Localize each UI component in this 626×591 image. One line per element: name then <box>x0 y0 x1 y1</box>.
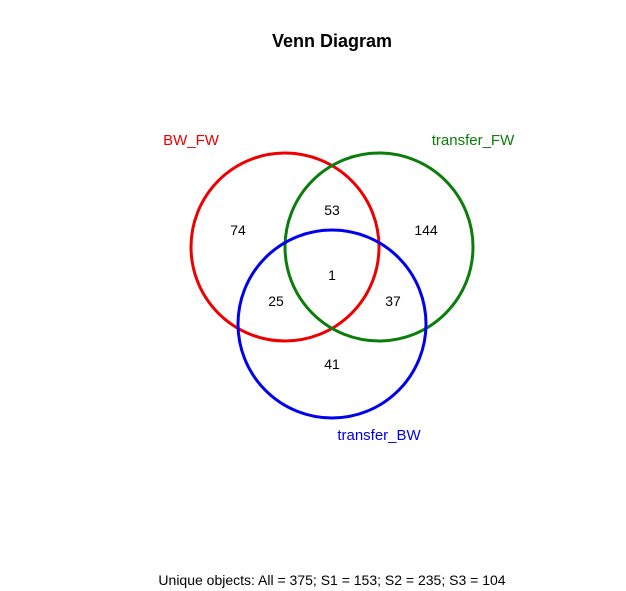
count-only-transfer-bw: 41 <box>324 356 340 372</box>
circle-bw-fw <box>189 151 381 343</box>
label-transfer-fw: transfer_FW <box>432 132 515 149</box>
count-transfer-fw-transfer-bw: 37 <box>385 293 401 309</box>
circle-transfer-bw <box>236 228 428 420</box>
count-bw-fw-transfer-bw: 25 <box>268 293 284 309</box>
count-only-bw-fw: 74 <box>230 222 246 238</box>
count-bw-fw-transfer-fw: 53 <box>324 202 340 218</box>
label-bw-fw: BW_FW <box>163 132 220 149</box>
label-transfer-bw: transfer_BW <box>337 427 421 444</box>
count-all-three: 1 <box>328 267 336 283</box>
circle-transfer-fw <box>283 151 475 343</box>
unique-objects-summary: Unique objects: All = 375; S1 = 153; S2 … <box>158 572 505 588</box>
count-only-transfer-fw: 144 <box>414 222 438 238</box>
diagram-title: Venn Diagram <box>272 31 392 51</box>
